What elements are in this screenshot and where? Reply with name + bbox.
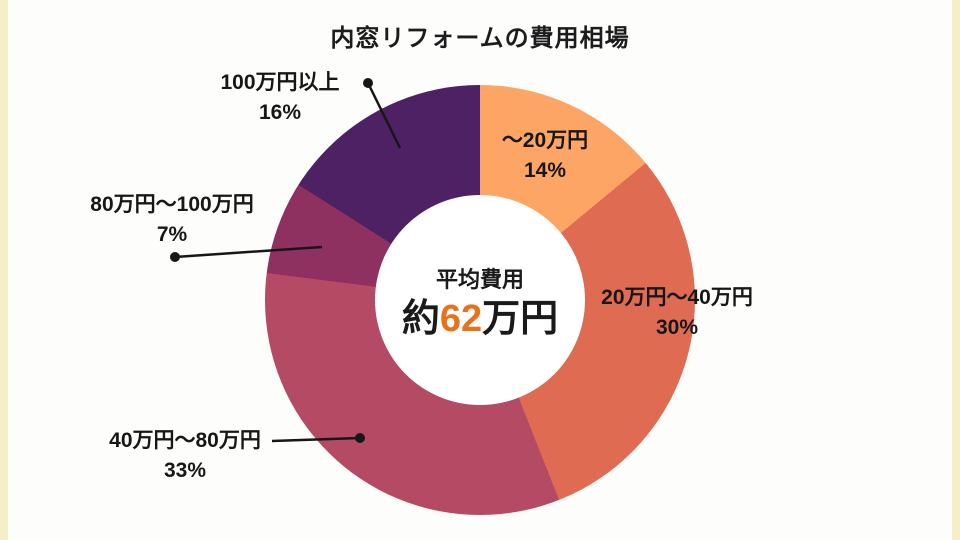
label-40-80-percent: 33% xyxy=(163,459,207,483)
chart-title: 内窓リフォームの費用相場 xyxy=(330,25,630,52)
label-over-100-percent: 16% xyxy=(258,101,302,125)
center-label: 平均費用 xyxy=(435,267,524,292)
label-40-80-text: 40万円〜80万円 xyxy=(109,429,261,452)
label-over-100-text: 100万円以上 xyxy=(220,71,340,94)
center-value: 約62万円 xyxy=(402,300,558,338)
label-80-100-text: 80万円〜100万円 xyxy=(90,193,254,216)
label-40-80: 40万円〜80万円 33% xyxy=(95,426,275,487)
label-under-20-percent: 14% xyxy=(523,159,567,183)
center-value-suffix: 万円 xyxy=(482,298,559,340)
label-20-40: 20万円〜40万円 30% xyxy=(587,283,767,344)
right-edge-strip xyxy=(952,0,960,540)
label-under-20-text: 〜20万円 xyxy=(501,129,589,152)
label-over-100: 100万円以上 16% xyxy=(200,68,360,129)
donut-center: 平均費用 約62万円 xyxy=(375,195,585,405)
label-20-40-percent: 30% xyxy=(655,316,699,340)
left-edge-strip xyxy=(0,0,8,540)
center-value-prefix: 約 xyxy=(401,298,440,340)
label-80-100-percent: 7% xyxy=(156,223,188,247)
center-value-number: 62 xyxy=(439,298,483,340)
label-20-40-text: 20万円〜40万円 xyxy=(601,286,753,309)
label-80-100: 80万円〜100万円 7% xyxy=(82,190,262,251)
label-under-20: 〜20万円 14% xyxy=(465,126,625,187)
